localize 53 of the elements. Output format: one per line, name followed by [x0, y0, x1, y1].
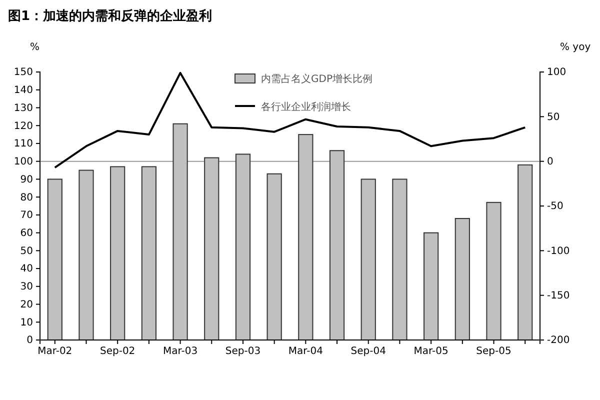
y-tick-label: 120 — [14, 120, 33, 132]
y-tick-label: 10 — [20, 317, 33, 328]
bar — [78, 170, 94, 340]
line-series — [54, 72, 526, 169]
legend-label: 内需占名义GDP增长比例 — [261, 73, 372, 85]
y-tick-label: 20 — [20, 299, 33, 310]
y-tick-label: 90 — [20, 174, 33, 186]
bar — [110, 166, 126, 340]
x-tick-label: Sep-03 — [225, 346, 261, 358]
y-tick-label: 80 — [20, 192, 33, 204]
y-tick-label: 40 — [20, 264, 33, 275]
y2-tick-label: -50 — [547, 201, 564, 212]
x-tick-label: Mar-02 — [38, 346, 72, 358]
y-tick-label: 140 — [14, 85, 33, 96]
y-tick-label: 70 — [20, 210, 33, 222]
y-axis-title: % — [30, 42, 40, 53]
bar — [329, 150, 345, 340]
y2-axis-title: % yoy — [560, 42, 591, 53]
bar — [360, 178, 376, 340]
y2-tick-label: 100 — [547, 67, 566, 78]
legend-label: 各行业企业利润增长 — [261, 101, 351, 113]
bar — [518, 164, 533, 340]
y-tick-label: 130 — [14, 102, 33, 114]
bar — [141, 166, 156, 340]
bar — [424, 232, 439, 340]
x-tick-label: Sep-04 — [350, 346, 386, 358]
bar — [392, 178, 408, 340]
y-tick-label: 110 — [14, 138, 33, 150]
y-tick-label: 0 — [26, 335, 33, 346]
y2-tick-label: -150 — [547, 290, 570, 302]
y-tick-label: 30 — [20, 282, 33, 293]
y-tick-label: 150 — [14, 67, 33, 78]
bar — [486, 202, 502, 340]
y2-tick-label: 0 — [547, 156, 554, 168]
y-tick-label: 100 — [14, 156, 33, 168]
bar — [454, 218, 470, 340]
bar — [204, 157, 220, 340]
chart-title: 图1：加速的内需和反弹的企业盈利 — [8, 8, 212, 24]
x-tick-label: Sep-02 — [100, 346, 136, 358]
bar — [298, 134, 314, 340]
bar — [47, 178, 62, 340]
y2-tick-label: -100 — [547, 246, 570, 257]
bar — [172, 123, 188, 340]
bar — [235, 154, 251, 340]
x-tick-label: Sep-05 — [476, 346, 512, 358]
bar — [266, 173, 282, 340]
x-tick-label: Mar-03 — [163, 346, 198, 358]
y2-tick-label: 50 — [547, 112, 560, 123]
x-tick-label: Mar-04 — [288, 346, 323, 358]
y-tick-label: 50 — [20, 246, 33, 257]
y2-tick-label: -200 — [547, 335, 570, 346]
x-tick-label: Mar-05 — [414, 346, 448, 358]
y-tick-label: 60 — [20, 228, 33, 239]
